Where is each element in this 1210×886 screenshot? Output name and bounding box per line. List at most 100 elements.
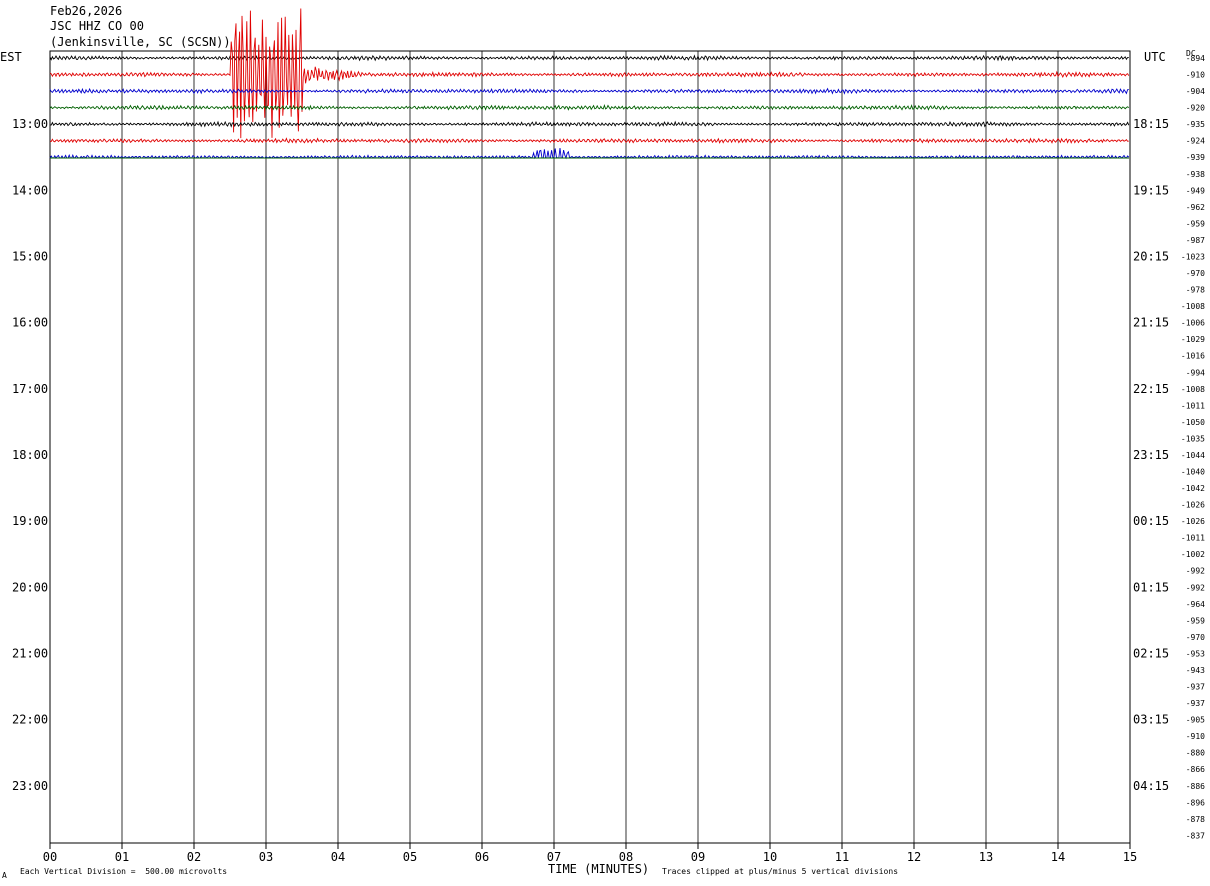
dc-offset-label: -910 <box>1186 71 1205 80</box>
left-hour-label: 20:00 <box>12 580 48 594</box>
left-timezone: EST <box>0 50 22 64</box>
dc-offset-label: -953 <box>1186 649 1205 658</box>
dc-offset-label: -964 <box>1186 600 1205 609</box>
dc-offset-label: -920 <box>1186 104 1205 113</box>
right-hour-label: 02:15 <box>1133 646 1169 660</box>
right-hour-label: 04:15 <box>1133 779 1169 793</box>
seismic-trace <box>49 104 1130 112</box>
right-hour-label: 00:15 <box>1133 514 1169 528</box>
x-tick-label: 06 <box>475 850 489 864</box>
dc-offset-label: -837 <box>1186 831 1205 840</box>
x-tick-label: 11 <box>835 850 849 864</box>
dc-offset-label: -896 <box>1186 798 1205 807</box>
dc-offset-label: -1023 <box>1181 252 1205 261</box>
plot-frame <box>49 50 1131 844</box>
right-timezone: UTC <box>1144 50 1166 64</box>
dc-offset-label: -992 <box>1186 583 1205 592</box>
right-hour-label: 20:15 <box>1133 249 1169 263</box>
dc-offset-label: -937 <box>1186 699 1205 708</box>
left-hour-label: 23:00 <box>12 779 48 793</box>
dc-offset-label: -987 <box>1186 236 1205 245</box>
station-label: JSC HHZ CO 00 <box>50 19 144 33</box>
dc-offset-label: -1016 <box>1181 352 1205 361</box>
x-tick-label: 12 <box>907 850 921 864</box>
seismic-trace <box>49 54 1129 62</box>
dc-offset-label: -970 <box>1186 633 1205 642</box>
x-tick-label: 10 <box>763 850 777 864</box>
dc-offset-label: -937 <box>1186 683 1205 692</box>
dc-offset-label: -939 <box>1186 153 1205 162</box>
dc-offset-label: -978 <box>1186 286 1205 295</box>
right-hour-label: 22:15 <box>1133 382 1169 396</box>
right-hour-label: 03:15 <box>1133 713 1169 727</box>
dc-offset-label: -959 <box>1186 219 1205 228</box>
dc-offset-label: -1050 <box>1181 418 1205 427</box>
dc-offset-label: -866 <box>1186 765 1205 774</box>
dc-offset-label: -880 <box>1186 749 1205 758</box>
dc-offset-label: -992 <box>1186 567 1205 576</box>
left-hour-label: 17:00 <box>12 382 48 396</box>
left-hour-label: 19:00 <box>12 514 48 528</box>
dc-offset-label: -1011 <box>1181 401 1205 410</box>
left-hour-label: 16:00 <box>12 316 48 330</box>
seismic-trace <box>49 87 1129 95</box>
dc-offset-label: -943 <box>1186 666 1205 675</box>
dc-offset-label: -1042 <box>1181 484 1205 493</box>
seismic-trace <box>49 137 1129 144</box>
x-tick-label: 13 <box>979 850 993 864</box>
dc-offset-label: -1040 <box>1181 468 1205 477</box>
x-tick-label: 04 <box>331 850 345 864</box>
dc-offset-label: -1029 <box>1181 335 1205 344</box>
right-hour-label: 21:15 <box>1133 316 1169 330</box>
dc-offset-label: -1044 <box>1181 451 1205 460</box>
x-tick-label: 03 <box>259 850 273 864</box>
left-hour-label: 15:00 <box>12 249 48 263</box>
dc-offset-label: -904 <box>1186 87 1205 96</box>
left-hour-label: 21:00 <box>12 646 48 660</box>
x-axis-label: TIME (MINUTES) <box>548 862 650 876</box>
x-tick-label: 14 <box>1051 850 1065 864</box>
dc-offset-label: -910 <box>1186 732 1205 741</box>
x-tick-label: 00 <box>43 850 57 864</box>
seismic-trace <box>49 8 1130 139</box>
right-hour-label: 01:15 <box>1133 580 1169 594</box>
dc-offset-label: -1011 <box>1181 534 1205 543</box>
dc-offset-label: -970 <box>1186 269 1205 278</box>
clip-note: Traces clipped at plus/minus 5 vertical … <box>662 867 899 876</box>
dc-offset-label: -886 <box>1186 782 1205 791</box>
dc-offset-label: -1008 <box>1181 385 1205 394</box>
x-tick-label: 08 <box>619 850 633 864</box>
left-hour-label: 22:00 <box>12 713 48 727</box>
dc-offset-label: -894 <box>1186 54 1205 63</box>
dc-offset-label: -1006 <box>1181 319 1205 328</box>
location-label: (Jenkinsville, SC (SCSN)) <box>50 35 231 49</box>
left-hour-label: 18:00 <box>12 448 48 462</box>
dc-offset-label: -1008 <box>1181 302 1205 311</box>
seismic-trace <box>49 120 1130 128</box>
dc-offset-label: -905 <box>1186 716 1205 725</box>
dc-offset-label: -949 <box>1186 186 1205 195</box>
x-tick-label: 02 <box>187 850 201 864</box>
x-tick-label: 05 <box>403 850 417 864</box>
seismic-trace <box>49 148 1130 160</box>
right-hour-label: 19:15 <box>1133 183 1169 197</box>
dc-offset-label: -924 <box>1186 137 1205 146</box>
dc-offset-label: -994 <box>1186 368 1205 377</box>
dc-offset-label: -935 <box>1186 120 1205 129</box>
dc-offset-label: -878 <box>1186 815 1205 824</box>
dc-label: DC <box>1186 49 1196 58</box>
x-tick-label: 01 <box>115 850 129 864</box>
vertical-division-note: Each Vertical Division = 500.00 microvol… <box>20 867 228 876</box>
left-hour-label: 13:00 <box>12 117 48 131</box>
dc-offset-label: -962 <box>1186 203 1205 212</box>
dc-offset-label: -959 <box>1186 616 1205 625</box>
x-tick-label: 07 <box>547 850 561 864</box>
dc-offset-label: -938 <box>1186 170 1205 179</box>
x-tick-label: 09 <box>691 850 705 864</box>
left-hour-label: 14:00 <box>12 183 48 197</box>
corner-mark: A <box>2 871 7 880</box>
right-hour-label: 18:15 <box>1133 117 1169 131</box>
dc-offset-label: -1026 <box>1181 501 1205 510</box>
right-hour-label: 23:15 <box>1133 448 1169 462</box>
